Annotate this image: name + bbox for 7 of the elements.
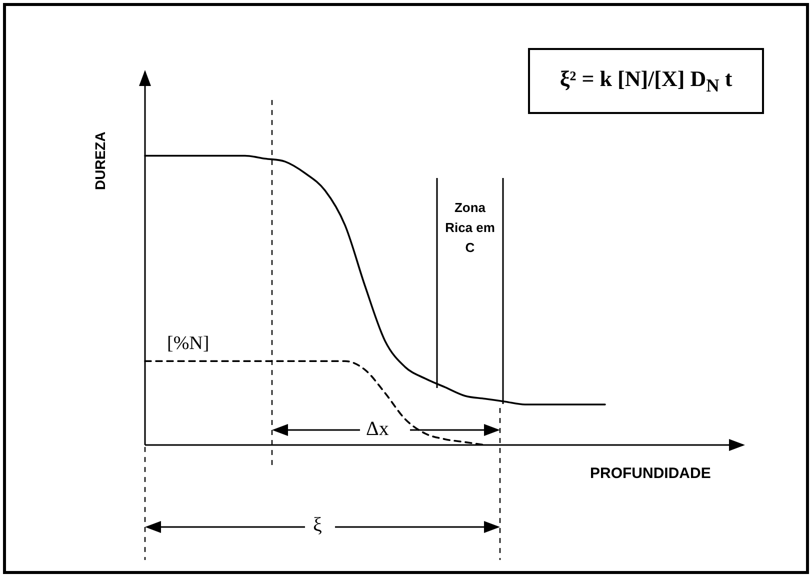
annotation: Δx [366, 418, 389, 441]
annotation: Zona Rica em C [444, 199, 496, 257]
y-axis-title: DUREZA [92, 132, 108, 190]
x-axis-title: PROFUNDIDADE [590, 465, 711, 482]
formula-box: ξ² = k [N]/[X] D$_{N}$ t [528, 48, 764, 114]
text: ξ [313, 514, 322, 537]
series-label: [%N] [167, 333, 210, 356]
